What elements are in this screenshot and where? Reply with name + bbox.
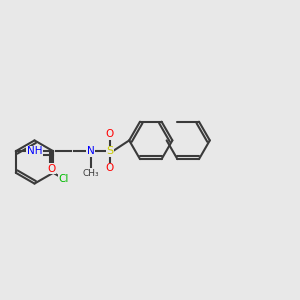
Text: NH: NH	[27, 146, 42, 156]
Text: O: O	[106, 129, 114, 140]
Text: CH₃: CH₃	[82, 169, 99, 178]
Text: O: O	[47, 164, 55, 174]
Text: Cl: Cl	[58, 174, 69, 184]
Text: N: N	[87, 146, 94, 156]
Text: O: O	[106, 163, 114, 173]
Text: S: S	[106, 146, 113, 156]
